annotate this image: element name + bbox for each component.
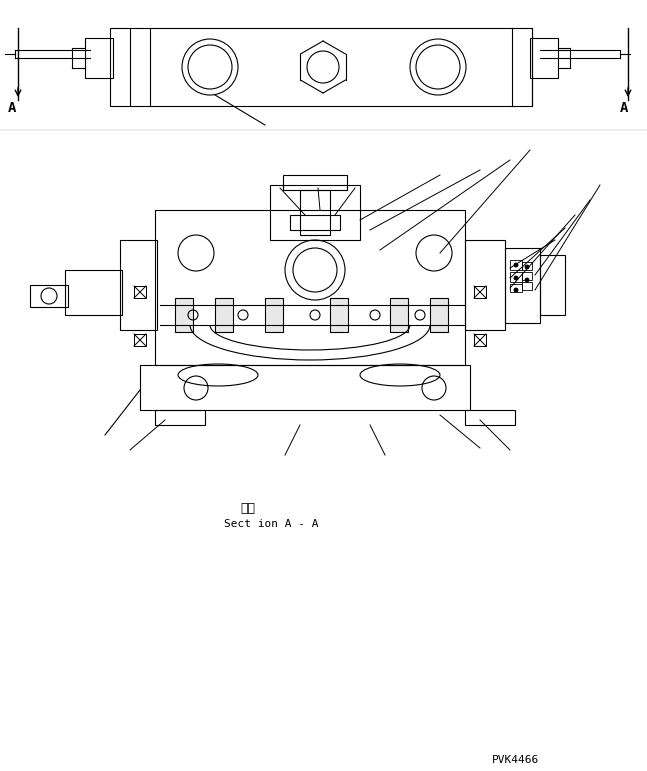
Bar <box>134 286 146 298</box>
Bar <box>465 410 515 425</box>
Bar <box>474 286 486 298</box>
Text: A: A <box>620 101 628 115</box>
Bar <box>175 298 193 332</box>
Text: A: A <box>8 101 16 115</box>
Bar <box>110 28 532 106</box>
Bar <box>330 298 348 332</box>
Bar <box>283 175 347 190</box>
Text: Sect ion A - A: Sect ion A - A <box>224 519 318 529</box>
Bar <box>300 190 330 235</box>
Bar <box>155 210 465 365</box>
Bar <box>540 255 565 315</box>
Bar <box>65 270 122 315</box>
Bar <box>155 410 205 425</box>
Bar <box>522 272 532 280</box>
Bar <box>215 298 233 332</box>
Bar <box>30 285 68 307</box>
Text: 断面: 断面 <box>240 502 255 515</box>
Bar <box>120 240 157 330</box>
Bar <box>270 185 360 240</box>
Bar <box>465 240 505 330</box>
Circle shape <box>514 276 518 280</box>
Bar <box>430 298 448 332</box>
Bar <box>140 365 470 410</box>
Bar <box>265 298 283 332</box>
Bar <box>510 260 522 270</box>
Bar <box>530 38 558 78</box>
Text: PVK4466: PVK4466 <box>492 755 539 765</box>
Bar <box>134 334 146 346</box>
Circle shape <box>525 265 529 269</box>
Bar <box>390 298 408 332</box>
Circle shape <box>525 278 529 282</box>
Circle shape <box>514 288 518 292</box>
Bar <box>510 272 522 282</box>
Bar <box>505 248 540 323</box>
Bar <box>290 215 340 230</box>
Bar <box>510 284 522 292</box>
Bar <box>522 282 532 290</box>
Circle shape <box>514 263 518 267</box>
Bar <box>522 262 532 270</box>
Bar <box>85 38 113 78</box>
Bar <box>474 334 486 346</box>
